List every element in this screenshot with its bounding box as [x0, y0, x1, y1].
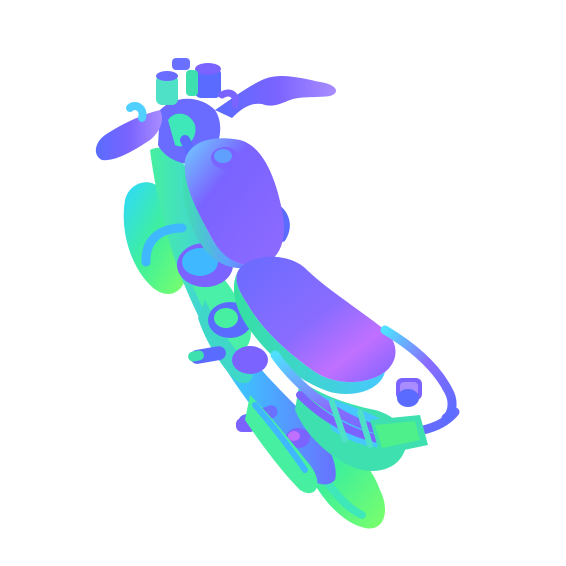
license-plate [370, 415, 428, 455]
tachometer [186, 63, 221, 98]
handlebar-right [215, 76, 337, 118]
exhaust-pipe [245, 395, 318, 494]
engine [177, 243, 268, 374]
fuel-cap [211, 147, 239, 169]
fuel-tank [182, 138, 284, 269]
seat [233, 256, 396, 394]
handlebar-left [95, 102, 162, 161]
speedometer [156, 71, 178, 105]
mirror-stalk [172, 58, 190, 70]
foot-peg-left [188, 346, 226, 364]
turn-signal-right [397, 389, 419, 407]
